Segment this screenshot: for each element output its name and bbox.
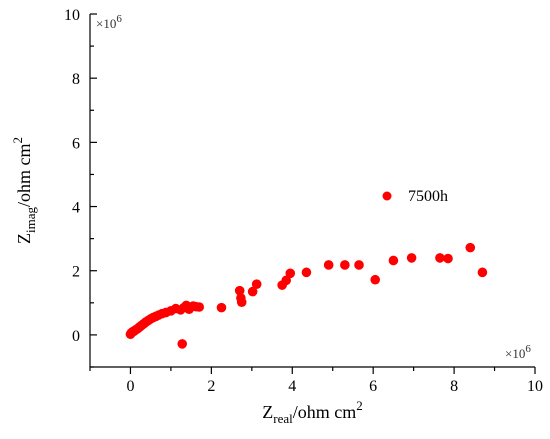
x-tick-label: 8	[450, 378, 458, 395]
y-title-sub: imag	[23, 207, 38, 233]
data-points	[125, 242, 488, 349]
data-point	[370, 274, 381, 285]
y-tick-label: 4	[72, 200, 80, 217]
y-title-unit: /ohm cm	[14, 144, 34, 208]
y-multiplier-exp: 6	[116, 13, 122, 25]
data-point	[388, 255, 399, 266]
x-title-unit: /ohm cm	[293, 402, 357, 422]
y-tick-label: 2	[72, 264, 80, 281]
data-point	[435, 253, 445, 263]
data-point	[406, 253, 417, 263]
data-point	[301, 267, 312, 278]
legend-marker	[382, 191, 392, 201]
axes	[89, 14, 535, 368]
legend-label: 7500h	[408, 188, 448, 205]
data-point	[234, 285, 245, 296]
data-point	[281, 275, 292, 286]
data-point	[194, 302, 205, 312]
x-multiplier-base: ×10	[505, 346, 525, 361]
data-point	[285, 268, 296, 279]
data-point	[216, 302, 227, 313]
x-tick-label: 6	[369, 378, 377, 395]
data-point	[251, 279, 262, 290]
x-title-main: Z	[262, 402, 273, 422]
y-multiplier-base: ×10	[96, 16, 116, 31]
legend: 7500h	[382, 188, 448, 205]
data-point	[177, 339, 188, 349]
data-point	[236, 297, 247, 307]
x-tick-label: 10	[527, 378, 543, 395]
data-point	[354, 260, 364, 270]
x-tick-label: 4	[288, 378, 296, 395]
y-multiplier-label: ×106	[96, 13, 122, 31]
x-title-sub: real	[273, 411, 293, 426]
x-multiplier-label: ×106	[505, 343, 531, 361]
y-tick-label: 8	[72, 71, 80, 88]
data-point	[340, 260, 350, 270]
y-ticks: 0 2 4 6 8 10	[64, 7, 97, 368]
y-title-sup: 2	[10, 137, 25, 144]
y-axis-title: Zimag/ohm cm2	[10, 137, 38, 244]
data-point	[443, 253, 453, 264]
x-title-sup: 2	[356, 398, 363, 413]
x-axis-title: Zreal/ohm cm2	[262, 398, 362, 426]
y-title-main: Z	[14, 233, 34, 244]
x-multiplier-exp: 6	[525, 343, 531, 355]
x-tick-label: 2	[207, 378, 215, 395]
data-point	[247, 286, 258, 297]
data-point	[465, 242, 476, 253]
data-point	[323, 260, 334, 270]
y-tick-label: 10	[64, 7, 80, 24]
y-tick-label: 6	[72, 135, 80, 152]
y-tick-label: 0	[72, 328, 80, 345]
x-tick-label: 0	[126, 378, 134, 395]
data-point	[477, 267, 488, 278]
x-ticks: 0 2 4 6 8 10	[89, 367, 543, 395]
